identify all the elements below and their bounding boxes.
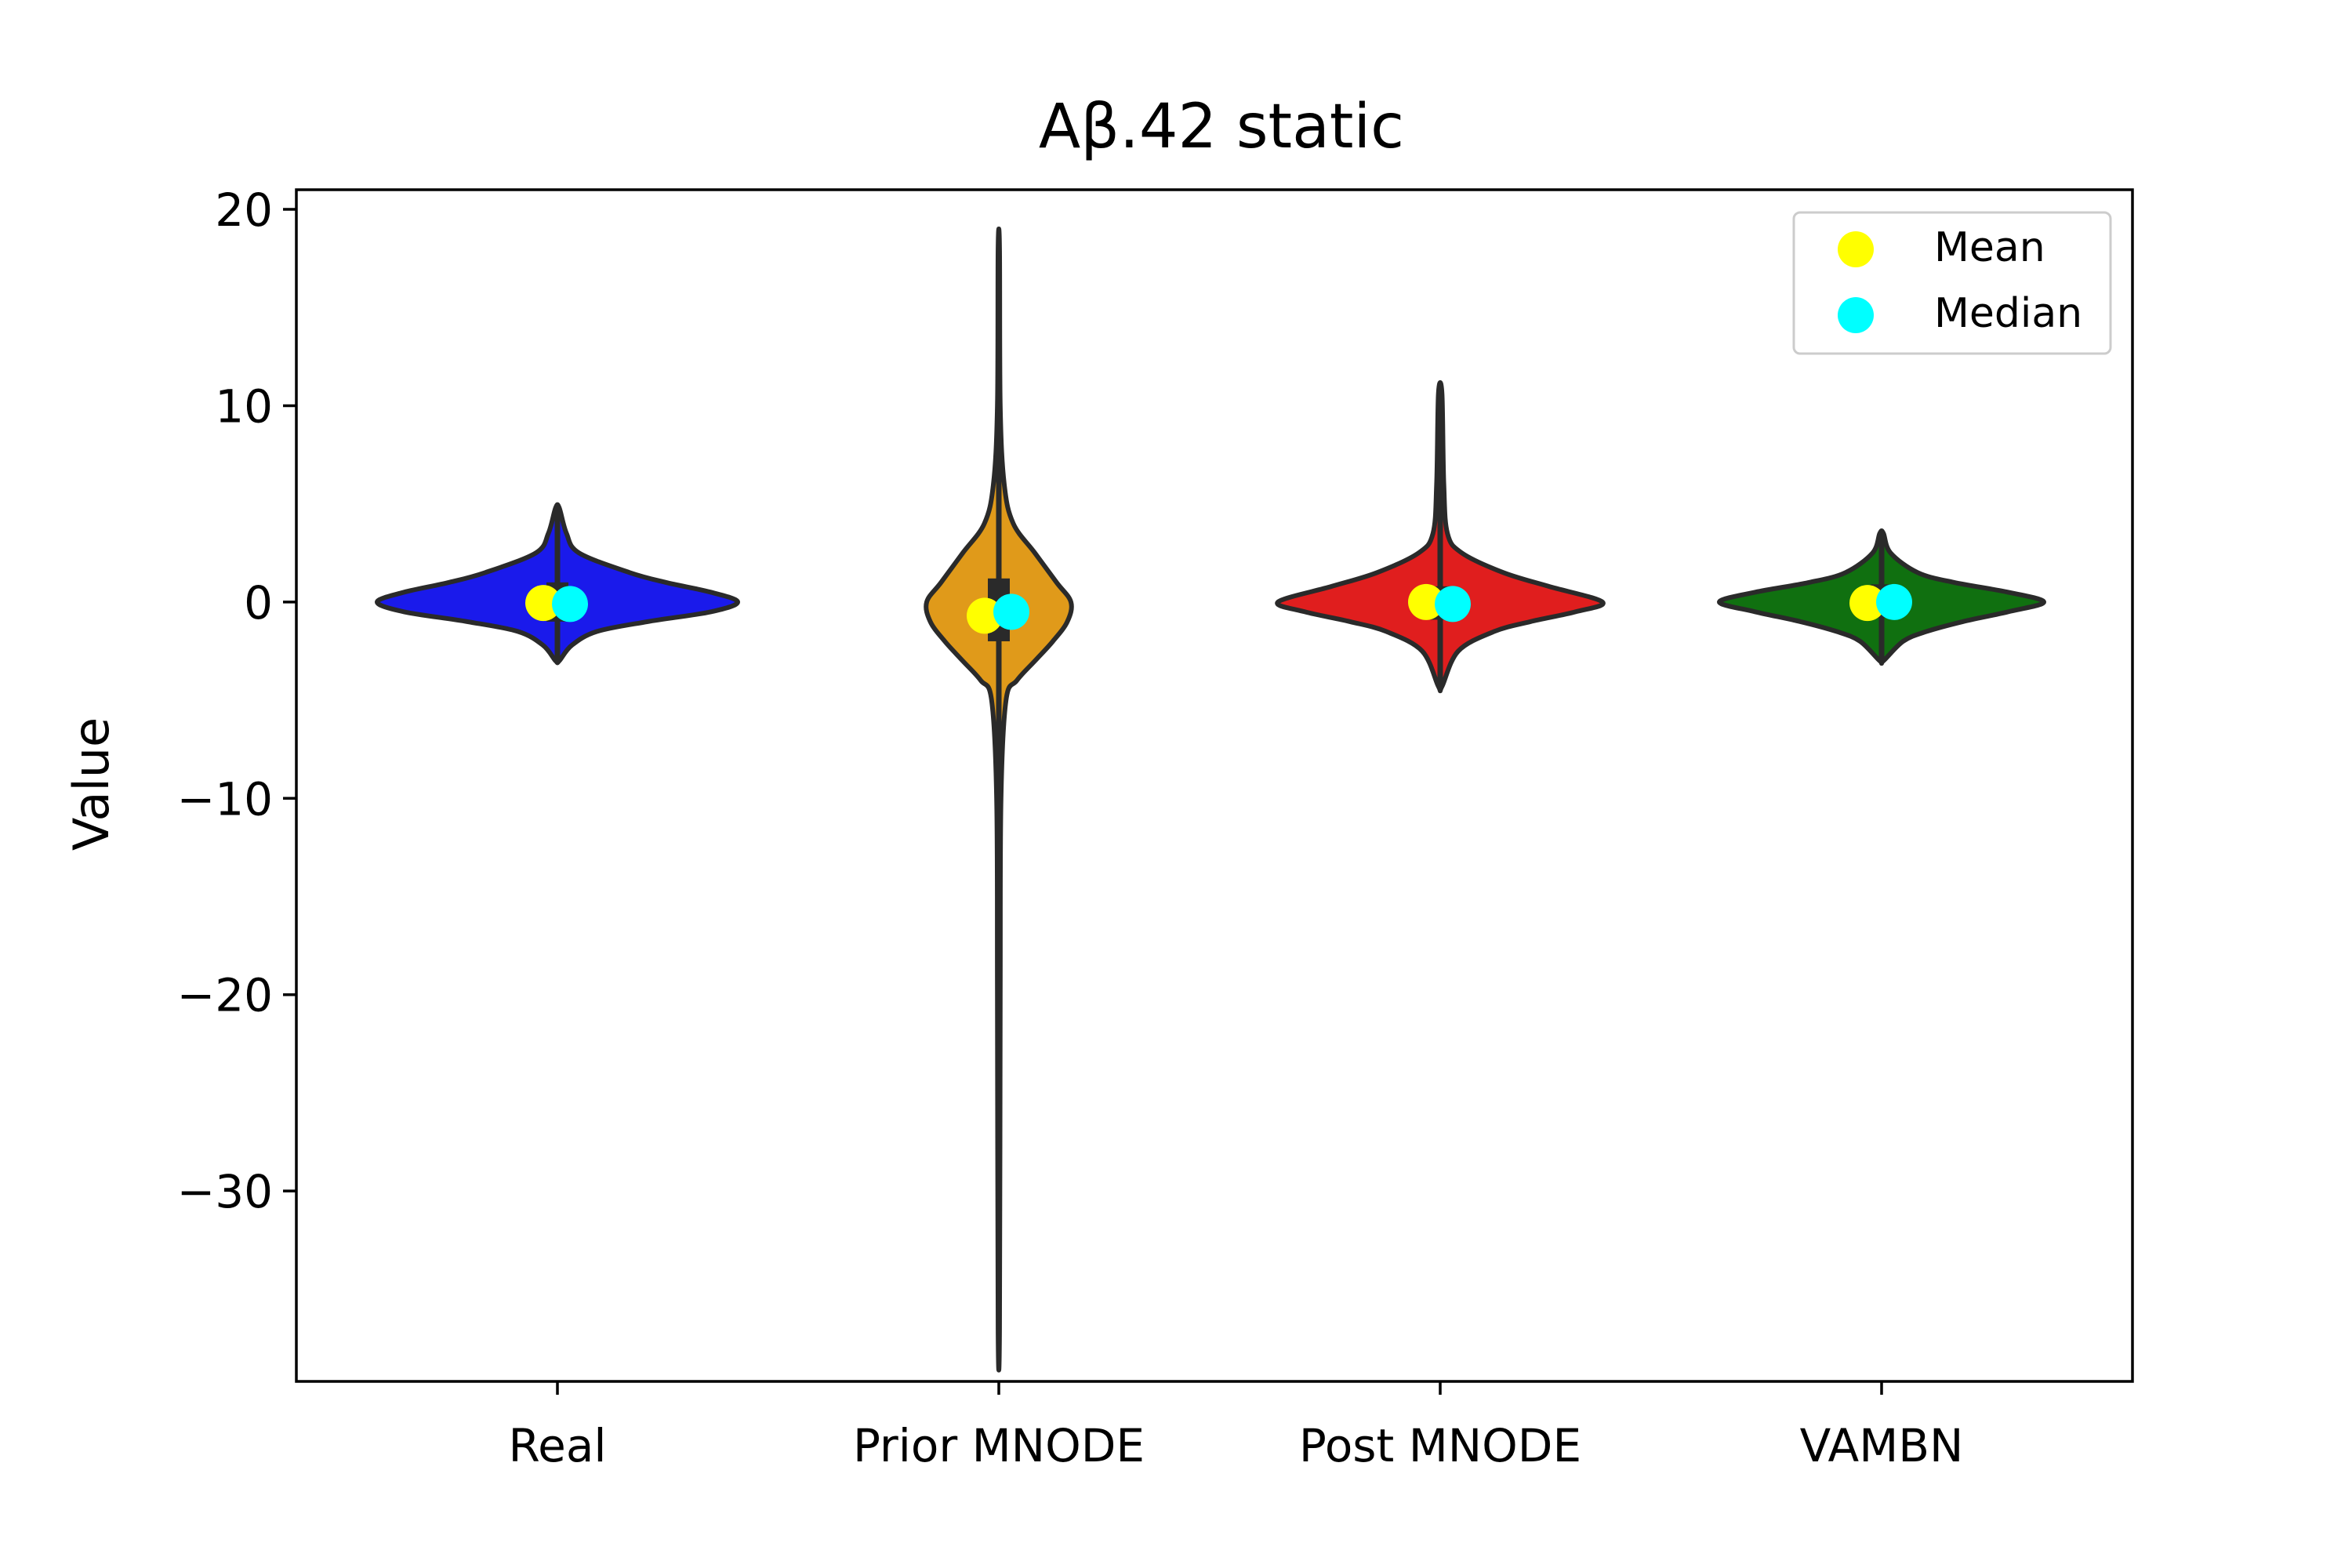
legend-median-marker [1838,297,1874,333]
mean-marker [1849,585,1886,622]
y-axis-label: Value [63,717,120,851]
y-tick-label: 20 [215,183,273,237]
legend-median-label: Median [1934,290,2082,337]
y-tick-label: 0 [244,576,273,630]
violin-group [1275,380,1606,694]
axes-frame [295,188,2134,1383]
violin-group [1717,528,2046,666]
violin-group [924,227,1074,1373]
x-tick-label: Real [508,1419,606,1472]
x-tick-label: Post MNODE [1299,1419,1581,1472]
y-axis: 20 10 0 −10 −20 −30 [177,183,296,1218]
y-tick-label: 10 [215,379,273,433]
median-marker [1435,586,1471,622]
y-tick-label: −10 [177,772,273,826]
chart-title: Aβ.42 static [1039,92,1404,162]
y-tick-label: −30 [177,1165,273,1218]
x-axis: Real Prior MNODE Post MNODE VAMBN [508,1381,1963,1472]
legend: Mean Median [1792,211,2112,355]
mean-marker [967,597,1003,634]
median-marker [993,593,1029,630]
x-tick-label: Prior MNODE [853,1419,1145,1472]
median-marker [552,586,588,622]
mean-marker [1408,583,1444,620]
legend-mean-marker [1838,231,1874,267]
violin-group [375,502,740,666]
x-tick-label: VAMBN [1800,1419,1964,1472]
plot-area [375,227,2046,1373]
mean-marker [525,585,561,622]
y-tick-label: −20 [177,969,273,1022]
legend-mean-label: Mean [1934,224,2045,271]
median-marker [1876,583,1912,620]
